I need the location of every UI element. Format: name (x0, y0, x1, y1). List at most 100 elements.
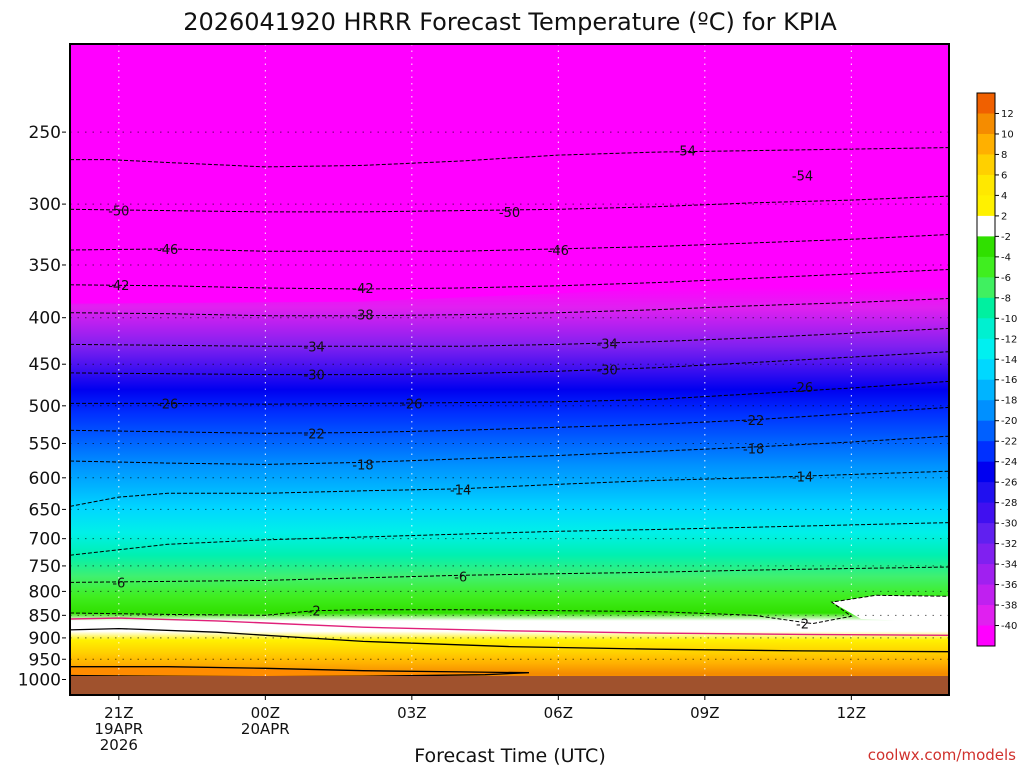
pressure-tick-label: 300 (29, 195, 61, 215)
plot-area: -54 -54 -50 -50 -46 -46 -42 -42 -38 -34 -34 -30 -30 -… (70, 44, 949, 695)
colorbar-swatch (977, 93, 995, 114)
colorbar-label: -32 (1001, 539, 1017, 550)
contour-label: -46 (157, 243, 178, 258)
pressure-tick-label: 900 (29, 629, 61, 649)
contour-label: -42 (108, 279, 129, 294)
contour-label: -26 (792, 381, 813, 396)
pressure-tick-label: 1000 (18, 671, 61, 691)
colorbar-label: -16 (1001, 375, 1017, 386)
isotherm-line (70, 269, 949, 290)
contour-label: -38 (352, 309, 373, 324)
colorbar-label: -20 (1001, 416, 1017, 427)
colorbar-swatch (977, 195, 995, 217)
pressure-tick-label: 850 (29, 606, 61, 626)
colorbar-swatch (977, 318, 995, 340)
contour-label: -2 (308, 605, 321, 620)
chart-title: 2026041920 HRRR Forecast Temperature (ºC… (183, 8, 837, 36)
colorbar-label: 2 (1001, 211, 1007, 222)
colorbar-swatch (977, 523, 995, 545)
isotherm-line (70, 594, 949, 625)
colorbar-label: -8 (1001, 293, 1011, 304)
isotherm-line (70, 380, 949, 405)
colorbar-swatch (977, 584, 995, 606)
colorbar-swatch (977, 543, 995, 565)
contour-labels: -54 -54 -50 -50 -46 -46 -42 -42 -38 -34 -34 -30 -30 -… (108, 145, 813, 633)
pressure-tick-label: 450 (29, 355, 61, 375)
contour-label: -54 (675, 145, 696, 160)
isotherm-line (70, 522, 949, 556)
colorbar-swatch (977, 420, 995, 442)
colorbar-swatch (977, 113, 995, 135)
contour-label: -26 (157, 397, 178, 412)
colorbar-swatch (977, 502, 995, 524)
colorbar-swatch (977, 133, 995, 155)
pressure-tick-label: 650 (29, 500, 61, 520)
colorbar-label: -12 (1001, 334, 1017, 345)
upper-layer-magenta (70, 44, 949, 304)
contour-label: -34 (597, 337, 618, 352)
contour-label: -46 (548, 244, 569, 259)
isotherm-line (70, 234, 949, 252)
ground-surface (70, 676, 949, 695)
colorbar-label: -2 (1001, 232, 1011, 243)
pressure-tick-label: 700 (29, 530, 61, 550)
time-tick-label: 12Z (837, 704, 866, 722)
contour-label: -30 (304, 369, 325, 384)
credit-text: coolwx.com/models (868, 746, 1016, 764)
colorbar-swatch (977, 277, 995, 299)
colorbar-swatch (977, 482, 995, 504)
colorbar-label: -6 (1001, 273, 1011, 284)
pressure-tick-label: 400 (29, 309, 61, 329)
contour-label: -18 (743, 442, 764, 457)
colorbar-label: 10 (1001, 129, 1014, 140)
pressure-tick-label: 350 (29, 256, 61, 276)
time-tick-label: 21Z (104, 704, 133, 722)
contour-label: -50 (108, 205, 129, 220)
time-tick-label: 00Z (251, 704, 280, 722)
cold-pocket-white (831, 595, 949, 623)
colorbar-swatch (977, 400, 995, 422)
time-tick-label: 2026 (100, 736, 138, 754)
pressure-tick-label: 950 (29, 650, 61, 670)
isotherm-line (70, 566, 949, 583)
time-tick-label: 20APR (241, 720, 290, 738)
colorbar-swatch (977, 564, 995, 586)
colorbar-label: -24 (1001, 457, 1017, 468)
colorbar-swatch (977, 256, 995, 278)
time-tick-label: 06Z (544, 704, 573, 722)
pressure-tick-label: 800 (29, 582, 61, 602)
contour-label: -22 (304, 427, 325, 442)
isotherm-line (70, 435, 949, 465)
isotherm-line (70, 195, 949, 213)
colorbar-swatch (977, 359, 995, 381)
time-tick-label: 09Z (690, 704, 719, 722)
colorbar-label: -14 (1001, 355, 1017, 366)
contour-label: -54 (792, 169, 813, 184)
colorbar-label: -30 (1001, 519, 1017, 530)
pressure-tick-label: 750 (29, 557, 61, 577)
contour-label: -6 (454, 570, 467, 585)
warm-layer-orange (70, 666, 530, 677)
colorbar-label: -36 (1001, 580, 1017, 591)
colorbar-label: -40 (1001, 621, 1017, 632)
isotherm-line (70, 147, 949, 168)
isotherm-line (70, 298, 949, 317)
time-tick-label: 03Z (397, 704, 426, 722)
plot-frame (69, 43, 950, 696)
pressure-tick-label: 600 (29, 469, 61, 489)
colorbar-label: 6 (1001, 170, 1007, 181)
x-axis-label: Forecast Time (UTC) (414, 745, 605, 767)
colorbar-label: 12 (1001, 109, 1014, 120)
colorbar-swatch (977, 215, 995, 237)
colorbar-frame (976, 92, 996, 647)
pressure-tick-label: 250 (29, 123, 61, 143)
contour-label: -6 (112, 576, 125, 591)
colorbar-swatch (977, 625, 995, 647)
colorbar-swatch (977, 154, 995, 176)
contour-label: -34 (304, 340, 325, 355)
dotted-grid (70, 44, 949, 695)
warm-isotherm-line (70, 627, 949, 653)
colorbar-swatch (977, 605, 995, 627)
